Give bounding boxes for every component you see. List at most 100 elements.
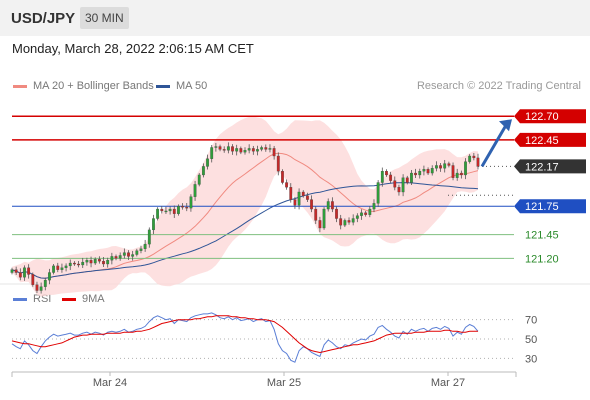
legend-swatch-rsi	[13, 297, 27, 301]
candle-body	[360, 212, 363, 216]
candle	[464, 158, 467, 180]
candle	[77, 260, 80, 268]
candle-body	[297, 191, 301, 206]
timeframe-badge[interactable]: 30 MIN	[80, 7, 129, 29]
candle-body	[405, 177, 409, 183]
candle-body	[455, 172, 459, 178]
candle	[81, 257, 85, 268]
candle-body	[351, 218, 355, 223]
9ma-line	[11, 315, 478, 354]
candle	[177, 204, 180, 216]
candle-body	[35, 284, 39, 291]
candle	[131, 250, 135, 261]
candle-body	[156, 208, 160, 219]
ma50-line	[11, 182, 479, 279]
candle	[206, 154, 209, 170]
legend-label-rsi: RSI	[33, 293, 52, 305]
candle-body	[18, 272, 22, 278]
candle-body	[326, 201, 330, 210]
candle	[93, 257, 97, 265]
candle-body	[468, 155, 472, 162]
time-tick-label-1: Mar 25	[267, 377, 301, 389]
candle-body	[135, 250, 139, 255]
instrument-title: USD/JPY	[11, 10, 76, 27]
candle-body	[322, 208, 326, 229]
level-label-0: 122.70	[525, 111, 559, 123]
candle-body	[118, 255, 122, 259]
candle-body	[143, 243, 147, 249]
candle-body	[43, 279, 47, 287]
candle-body	[301, 191, 305, 196]
legend-label-ma50: MA 50	[176, 80, 208, 92]
candle	[48, 268, 51, 285]
candle	[335, 206, 338, 223]
candle-body	[410, 172, 413, 183]
candle-body	[401, 177, 405, 193]
candle	[468, 154, 472, 164]
candle-body	[89, 260, 93, 264]
candle	[97, 256, 101, 264]
candle	[147, 227, 151, 248]
level-label-5: 121.20	[525, 253, 559, 265]
candle-body	[239, 148, 243, 153]
candle-body	[397, 187, 401, 193]
candle-body	[10, 269, 14, 273]
candle-body	[368, 208, 372, 215]
candle-body	[48, 272, 51, 281]
candle	[301, 190, 305, 198]
candle-body	[77, 263, 80, 266]
candle	[418, 168, 422, 179]
candle-body	[73, 262, 76, 265]
candle	[168, 206, 172, 215]
candle	[380, 167, 384, 187]
candle-body	[68, 262, 72, 267]
candle	[226, 142, 230, 154]
candle	[289, 183, 293, 203]
candle-body	[97, 259, 101, 262]
candle-body	[451, 165, 455, 178]
candle	[397, 184, 401, 196]
candle	[318, 216, 322, 233]
candle-body	[434, 165, 438, 169]
level-tag-2	[514, 159, 586, 174]
candle-body	[393, 180, 397, 188]
candle-body	[293, 199, 297, 206]
candle-body	[131, 254, 135, 257]
candle	[351, 214, 355, 226]
candle-body	[464, 161, 467, 176]
candle-body	[418, 171, 422, 176]
candle	[247, 144, 251, 154]
candle	[339, 214, 343, 230]
candle	[185, 202, 189, 212]
candle-body	[339, 218, 343, 226]
candle	[343, 218, 347, 228]
candle-body	[168, 208, 172, 212]
level-label-4: 121.45	[525, 230, 559, 242]
candle-body	[439, 165, 442, 169]
candle-body	[206, 158, 209, 167]
candle	[264, 144, 268, 152]
candle-body	[189, 196, 193, 209]
candle	[414, 168, 417, 178]
candle-body	[443, 163, 447, 169]
candle-body	[235, 148, 239, 152]
candle	[102, 256, 105, 268]
candle	[114, 254, 118, 261]
candle	[193, 180, 197, 201]
candle	[164, 206, 168, 214]
candle-body	[52, 265, 56, 273]
level-tag-1	[514, 132, 586, 147]
candle	[243, 147, 247, 155]
candle-body	[414, 172, 417, 176]
candle	[326, 198, 330, 212]
osc-tick-label-1: 50	[525, 334, 537, 346]
candle-body	[364, 212, 368, 215]
candle	[443, 159, 447, 173]
candle	[181, 203, 184, 210]
candle	[118, 252, 122, 261]
candle	[39, 282, 43, 294]
candle	[272, 145, 276, 160]
candle-body	[56, 265, 60, 270]
candle-body	[343, 220, 347, 226]
